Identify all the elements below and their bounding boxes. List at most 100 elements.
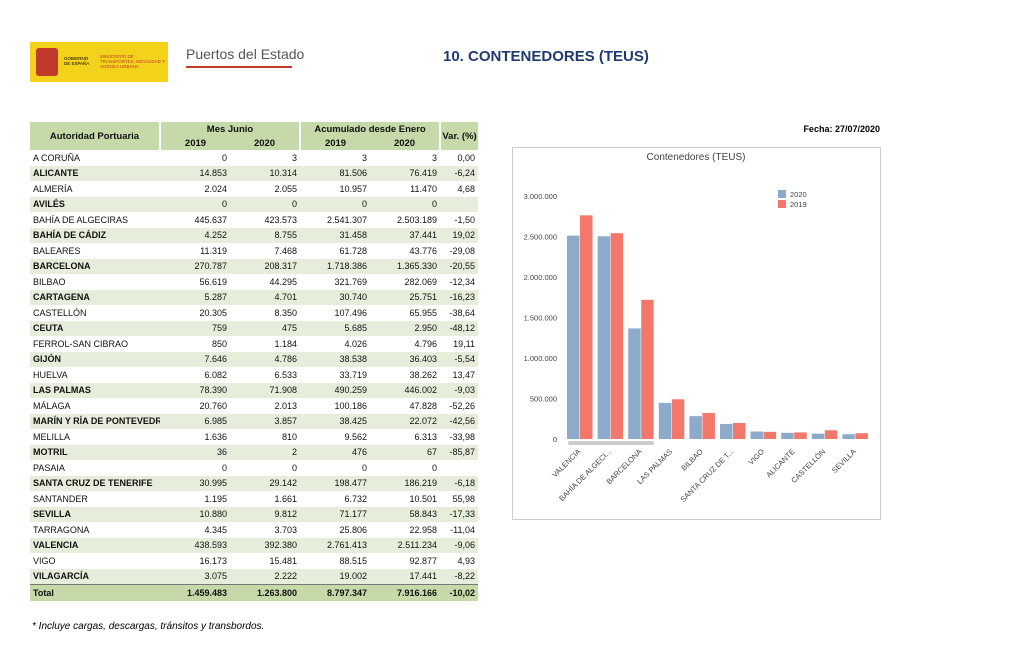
cell: 71.908 [230,382,301,398]
cell: 81.506 [300,165,371,181]
cell: 4,93 [457,555,476,566]
port-name: ALICANTE [30,165,160,181]
port-name: BARCELONA [30,258,160,274]
bar [824,430,838,439]
cell: 43.776 [409,245,438,256]
cell: 61.728 [339,245,368,256]
bar [811,433,825,439]
cell: -9,06 [440,537,479,553]
cell: 33.719 [339,369,368,380]
cell: 186.219 [370,475,441,491]
cell: -17,33 [440,506,479,522]
cell: 10.314 [230,165,301,181]
bar [781,432,794,439]
cell: 58.843 [370,506,441,522]
cell: 88.515 [339,555,368,566]
cell: 36.403 [370,351,441,367]
port-name: BAHÍA DE CÁDIZ [30,227,160,243]
bar [658,402,672,439]
cell: 38.538 [300,351,371,367]
gov-text: GOBIERNO DE ESPAÑA [64,56,90,66]
table-row: FERROL-SAN CIBRAO 850 1.184 4.026 4.796 19,11 [30,336,478,352]
group-header: Acumulado desde Enero [299,122,441,136]
bar [763,431,777,439]
table-row: MÁLAGA 20.760 2.013 100.186 47.828 -52,26 [30,398,478,414]
table-row: A CORUÑA 0 3 3 3 0,00 [30,150,478,166]
year-header: 2020 [230,136,301,150]
cell: 10.880 [160,506,230,522]
cell: 13,47 [452,369,476,380]
cell: 0,00 [457,152,476,163]
cell: 9.812 [230,506,301,522]
table-row: BARCELONA 270.787 208.317 1.718.386 1.365.33… [30,258,479,274]
cell: 438.593 [160,537,230,553]
date: Fecha: 27/07/2020 [803,124,880,134]
cell: 2.024 [204,183,227,194]
port-name: PASAIA [33,462,65,473]
cell: 2.055 [274,183,298,194]
year-header: 2019 [159,136,230,150]
cell: 6.313 [414,431,438,442]
x-tick-label: SANTA CRUZ DE T... [679,447,736,504]
cell: 6.533 [274,369,298,380]
cell: 30.995 [160,475,230,491]
scrollbar [568,441,654,445]
cell: 19.002 [300,568,371,585]
bar [597,236,611,439]
data-table: Autoridad Portuaria Mes Junio Acumulado de… [30,122,479,601]
table-row: PASAIA 0 0 0 0 [30,460,478,476]
cell: -20,55 [440,258,479,274]
year-header: 2020 [370,136,441,150]
cell: 1.365.330 [370,258,441,274]
cell: 5.287 [160,289,230,305]
cell: 1.718.386 [300,258,371,274]
cell: 1.195 [204,493,227,504]
cell: 0 [221,152,227,163]
cell: 0 [160,196,230,212]
x-tick-label: ALICANTE [764,447,796,479]
table-row: SANTA CRUZ DE TENERIFE 30.995 29.142 198.47… [30,475,479,491]
cell: 7.916.166 [370,584,441,601]
bar [794,432,807,439]
cell: 10.957 [339,183,368,194]
cell: -52,26 [449,400,476,411]
cell: 65.955 [409,307,438,318]
port-name: HUELVA [33,369,68,380]
cell: 0 [292,462,298,473]
cell: 4.796 [414,338,438,349]
cell: 14.853 [160,165,230,181]
cell: -85,87 [440,444,479,460]
cell: 4.026 [344,338,368,349]
org-line [186,66,292,68]
cell: 107.496 [334,307,368,318]
table-row: MARÍN Y RÍA DE PONTEVEDRA 6.985 3.857 38.42… [30,413,479,429]
port-name: VILAGARCÍA [30,568,160,585]
cell: 2.541.307 [326,214,368,225]
y-tick-label: 2.000.000 [524,273,557,282]
table-row: VIGO 16.173 15.481 88.515 92.877 4,93 [30,553,478,569]
cell: 1.661 [274,493,298,504]
table-row: ALMERÍA 2.024 2.055 10.957 11.470 4,68 [30,181,478,197]
crest [36,48,58,76]
cell: 36 [160,444,230,460]
cell: 1.636 [204,431,227,442]
cell: 4,68 [457,183,476,194]
cell: 19,02 [440,227,479,243]
cell: 56.619 [199,276,227,287]
cell: 0 [300,196,371,212]
port-name: VALENCIA [30,537,160,553]
cell: -48,12 [440,320,479,336]
cell: 446.002 [370,382,441,398]
cell: -5,54 [440,351,479,367]
x-tick-label: BAHÍA DE ALGECI... [557,447,613,503]
bar [689,416,702,439]
table-row: TARRAGONA 4.345 3.703 25.806 22.958 -11,04 [30,522,478,538]
cell: 1.184 [274,338,298,349]
cell: 67 [370,444,441,460]
cell: 423.573 [264,214,298,225]
cell: 47.828 [409,400,438,411]
cell: 759 [160,320,230,336]
cell: 6.082 [204,369,227,380]
